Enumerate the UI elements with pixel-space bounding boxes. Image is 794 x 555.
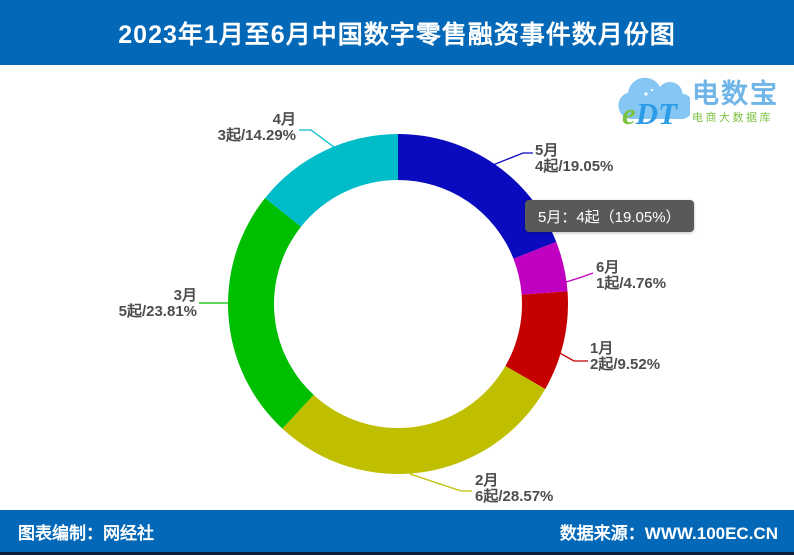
leader-line-feb [409,473,472,492]
donut-slice-feb[interactable] [282,366,546,474]
slice-label-may: 5月 4起/19.05% [535,142,614,175]
slice-label-jan: 1月 2起/9.52% [590,340,661,373]
logo-name: 电数宝 [692,79,779,109]
edb-logo: eDT 电数宝 电商大数据库 [610,70,786,134]
leader-line-may [477,152,533,172]
footer-source: 数据来源：WWW.100EC.CN [559,523,778,543]
chart-tooltip: 5月：4起（19.05%） [525,200,694,232]
donut-slice-jun[interactable] [513,241,568,295]
leader-line-apr [299,129,335,148]
page-title: 2023年1月至6月中国数字零售融资事件数月份图 [118,20,676,49]
slice-label-apr: 4月 3起/14.29% [217,111,296,144]
title-bar: 2023年1月至6月中国数字零售融资事件数月份图 [0,0,794,65]
donut-slice-may[interactable] [398,134,557,259]
leader-line-jan [555,350,588,362]
svg-text:eDT: eDT [622,96,678,131]
footer-bar: 图表编制：网经社 数据来源：WWW.100EC.CN [0,510,794,552]
slice-label-jun: 6月 1起/4.76% [596,259,667,292]
footer-strip [0,552,794,555]
slice-label-mar: 3月 5起/23.81% [118,287,197,320]
donut-slice-apr[interactable] [265,134,398,227]
donut-slice-jan[interactable] [505,291,568,389]
donut-slice-mar[interactable] [228,198,314,429]
footer-credit: 图表编制：网经社 [18,523,154,543]
leader-line-jun [565,272,594,283]
logo-tagline: 电商大数据库 [692,112,773,124]
slice-label-feb: 2月 6起/28.57% [475,472,554,505]
cloud-logo-icon: eDT [610,71,694,133]
